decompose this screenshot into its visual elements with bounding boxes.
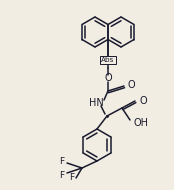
Text: F: F: [59, 170, 64, 180]
Text: O: O: [128, 80, 136, 90]
Text: F: F: [59, 157, 64, 165]
Text: OH: OH: [133, 118, 148, 128]
Text: O: O: [104, 73, 112, 83]
Text: O: O: [139, 96, 147, 106]
Text: Abs: Abs: [101, 57, 115, 63]
Text: F: F: [69, 173, 74, 182]
Text: HN: HN: [89, 98, 103, 108]
